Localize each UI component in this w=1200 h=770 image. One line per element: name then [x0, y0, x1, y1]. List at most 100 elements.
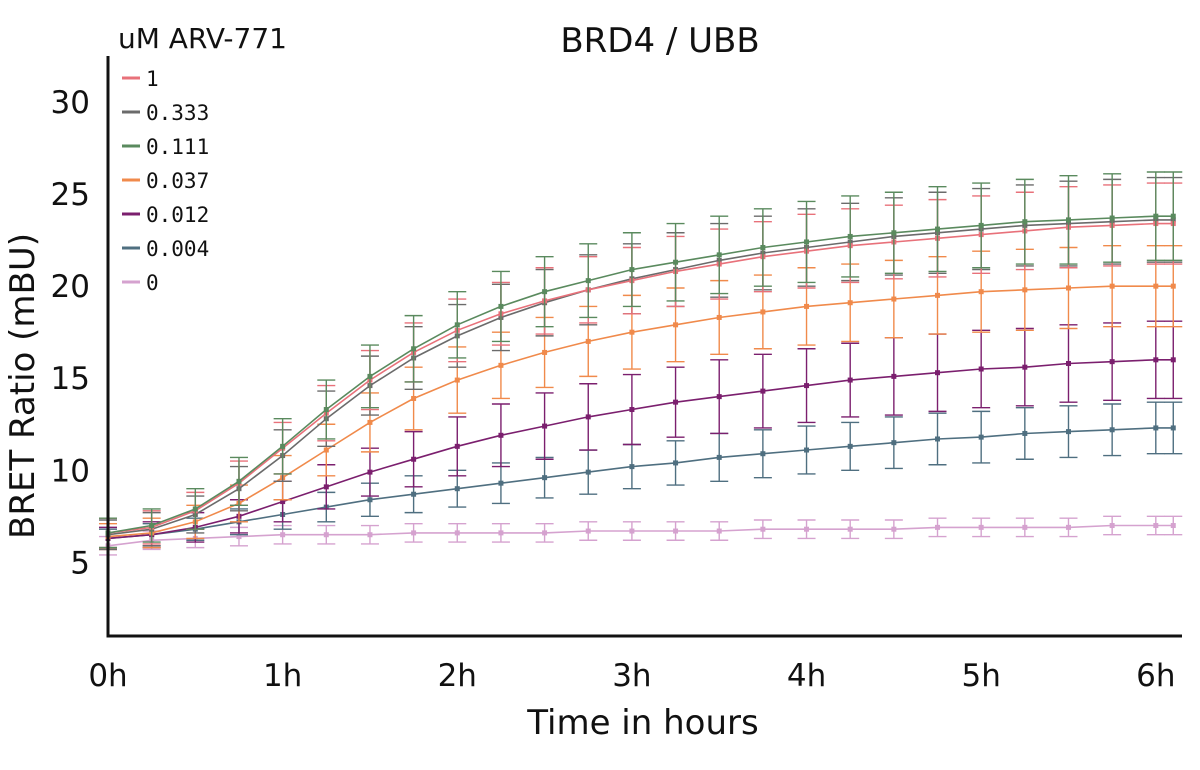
x-tick-label: 4h [787, 658, 826, 694]
legend-title: uM ARV-771 [118, 22, 287, 55]
data-point [978, 524, 984, 530]
data-point [367, 469, 373, 475]
y-tick-label: 15 [51, 361, 90, 397]
data-point [280, 532, 286, 538]
data-point [280, 499, 286, 505]
data-point [847, 233, 853, 239]
data-point [847, 300, 853, 306]
data-point [1170, 425, 1176, 431]
data-point [498, 362, 504, 368]
data-point [1065, 429, 1071, 435]
data-point [760, 309, 766, 315]
data-point [673, 460, 679, 466]
data-point [367, 419, 373, 425]
data-point [760, 244, 766, 250]
data-point [716, 394, 722, 400]
series-1 [99, 182, 1183, 549]
data-point [978, 366, 984, 372]
data-point [498, 480, 504, 486]
data-point [1065, 524, 1071, 530]
y-tick-label: 10 [51, 453, 90, 489]
data-point [716, 528, 722, 534]
data-point [454, 377, 460, 383]
data-point [891, 230, 897, 236]
data-point [716, 252, 722, 258]
data-point [323, 532, 329, 538]
data-point [411, 346, 417, 352]
series-0.037 [99, 244, 1183, 551]
y-tick-label: 5 [70, 545, 90, 581]
data-point [542, 423, 548, 429]
data-point [1065, 360, 1071, 366]
fit-line [107, 285, 1174, 538]
data-point [978, 434, 984, 440]
data-point [1170, 523, 1176, 529]
data-point [935, 524, 941, 530]
data-point [192, 506, 198, 512]
data-point [1109, 359, 1115, 365]
y-tick-label: 30 [51, 85, 90, 121]
data-point [847, 377, 853, 383]
legend-label: 0.012 [146, 203, 209, 227]
data-point [454, 530, 460, 536]
data-point [454, 443, 460, 449]
data-point [1022, 364, 1028, 370]
data-point [1109, 523, 1115, 529]
data-point [891, 526, 897, 532]
data-point [716, 454, 722, 460]
data-point [804, 447, 810, 453]
data-point [280, 443, 286, 449]
data-point [454, 322, 460, 328]
data-point [149, 523, 155, 529]
fit-line [107, 215, 1174, 534]
data-point [411, 395, 417, 401]
data-point [542, 530, 548, 536]
data-point [935, 370, 941, 376]
data-point [1153, 357, 1159, 363]
data-point [891, 296, 897, 302]
data-point [1153, 523, 1159, 529]
legend-item-0.037: 0.037 [122, 169, 209, 193]
legend-item-0.333: 0.333 [122, 101, 209, 125]
data-point [236, 478, 242, 484]
data-point [804, 383, 810, 389]
data-point [673, 528, 679, 534]
data-point [367, 373, 373, 379]
data-point [411, 530, 417, 536]
data-point [847, 526, 853, 532]
data-point [542, 475, 548, 481]
data-point [585, 528, 591, 534]
data-point [411, 456, 417, 462]
data-point [542, 289, 548, 295]
data-point [498, 530, 504, 536]
y-tick-label: 25 [51, 177, 90, 213]
data-point [629, 329, 635, 335]
data-point [1022, 287, 1028, 293]
data-point [323, 407, 329, 413]
fit-line [107, 358, 1174, 540]
data-point [498, 303, 504, 309]
fit-line [107, 427, 1174, 540]
legend-label: 0.111 [146, 135, 209, 159]
data-point [629, 464, 635, 470]
data-point [411, 491, 417, 497]
data-point [1170, 213, 1176, 219]
data-point [585, 414, 591, 420]
x-tick-label: 6h [1136, 658, 1175, 694]
legend-label: 0.037 [146, 169, 209, 193]
data-point [629, 267, 635, 273]
data-point [1153, 283, 1159, 289]
data-point [1065, 285, 1071, 291]
data-point [1170, 357, 1176, 363]
data-point [891, 440, 897, 446]
data-point [847, 443, 853, 449]
data-point [804, 526, 810, 532]
data-point [454, 486, 460, 492]
data-point [673, 399, 679, 405]
data-point [804, 239, 810, 245]
data-point [585, 469, 591, 475]
series-0.012 [99, 320, 1183, 551]
data-point [1109, 283, 1115, 289]
series-0 [99, 515, 1183, 556]
x-tick-label: 3h [612, 658, 651, 694]
